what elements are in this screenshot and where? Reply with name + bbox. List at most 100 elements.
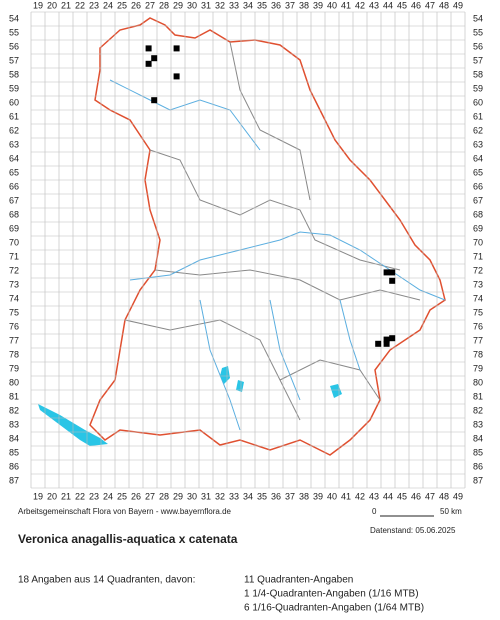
- scale-end: 50 km: [440, 507, 462, 516]
- row-label: 80: [473, 377, 483, 387]
- map-body: [38, 17, 446, 456]
- column-label: 34: [243, 0, 253, 10]
- breakdown: 11 Quadranten-Angaben: [244, 575, 353, 586]
- row-label: 78: [473, 349, 483, 359]
- column-label: 34: [243, 491, 253, 501]
- title: Veronica anagallis-aquatica x catenata: [18, 532, 238, 546]
- occurrences: [145, 45, 396, 347]
- row-label: 83: [9, 419, 19, 429]
- row-label: 59: [473, 83, 483, 93]
- column-label: 45: [397, 491, 407, 501]
- row-label: 55: [9, 27, 19, 37]
- row-label: 63: [473, 139, 483, 149]
- occurrence: [389, 269, 396, 276]
- scale-start: 0: [372, 507, 377, 516]
- column-label: 19: [33, 0, 43, 10]
- row-label: 77: [9, 335, 19, 345]
- column-label: 22: [75, 491, 85, 501]
- row-label: 72: [9, 265, 19, 275]
- column-label: 25: [117, 491, 127, 501]
- column-label: 47: [425, 0, 435, 10]
- column-label: 33: [229, 0, 239, 10]
- row-label: 86: [473, 461, 483, 471]
- column-label: 27: [145, 0, 155, 10]
- column-label: 41: [341, 0, 351, 10]
- row-label: 61: [473, 111, 483, 121]
- column-label: 45: [397, 0, 407, 10]
- column-label: 29: [173, 491, 183, 501]
- column-label: 43: [369, 0, 379, 10]
- column-label: 23: [89, 0, 99, 10]
- row-label: 78: [9, 349, 19, 359]
- border: [149, 149, 401, 271]
- row-label: 84: [473, 433, 483, 443]
- border: [279, 359, 381, 401]
- row-label: 55: [473, 27, 483, 37]
- column-label: 38: [299, 0, 309, 10]
- row-label: 75: [9, 307, 19, 317]
- row-label: 54: [9, 13, 19, 23]
- river: [129, 231, 446, 301]
- occurrence: [173, 73, 180, 80]
- district-borders: [124, 41, 421, 421]
- river: [339, 299, 361, 371]
- row-label: 57: [473, 55, 483, 65]
- column-label: 40: [327, 0, 337, 10]
- grid: [30, 11, 466, 489]
- row-label: 76: [473, 321, 483, 331]
- column-label: 38: [299, 491, 309, 501]
- row-label: 87: [473, 475, 483, 485]
- column-label: 47: [425, 491, 435, 501]
- row-label: 85: [9, 447, 19, 457]
- occurrence: [151, 97, 158, 104]
- row-label: 58: [473, 69, 483, 79]
- date: Datenstand: 05.06.2025: [370, 526, 456, 535]
- column-label: 24: [103, 491, 113, 501]
- river: [269, 299, 301, 401]
- credit: Arbeitsgemeinschaft Flora von Bayern - w…: [18, 507, 232, 516]
- lake: [236, 380, 244, 392]
- row-label: 82: [9, 405, 19, 415]
- row-label: 65: [473, 167, 483, 177]
- river: [199, 299, 241, 431]
- row-label: 60: [473, 97, 483, 107]
- column-label: 36: [271, 491, 281, 501]
- occurrence: [145, 45, 152, 52]
- row-label: 65: [9, 167, 19, 177]
- row-label: 79: [473, 363, 483, 373]
- row-label: 74: [473, 293, 483, 303]
- row-label: 87: [9, 475, 19, 485]
- column-label: 44: [383, 0, 393, 10]
- row-label: 56: [9, 41, 19, 51]
- column-label: 36: [271, 0, 281, 10]
- column-label: 26: [131, 491, 141, 501]
- row-label: 71: [473, 251, 483, 261]
- row-label: 73: [9, 279, 19, 289]
- column-label: 20: [47, 491, 57, 501]
- column-label: 39: [313, 0, 323, 10]
- row-label: 76: [9, 321, 19, 331]
- column-label: 21: [61, 0, 71, 10]
- column-label: 31: [201, 0, 211, 10]
- column-label: 42: [355, 491, 365, 501]
- grid-labels: 19 19 20 20 21 21 22 22 23 23 24 24 25 25 26 26 27 27 28 28…: [9, 0, 483, 501]
- column-label: 32: [215, 491, 225, 501]
- column-label: 49: [453, 0, 463, 10]
- column-label: 37: [285, 491, 295, 501]
- lake: [220, 366, 230, 384]
- occurrence: [383, 336, 390, 343]
- column-label: 35: [257, 0, 267, 10]
- occurrence: [375, 340, 382, 347]
- column-label: 22: [75, 0, 85, 10]
- row-label: 72: [473, 265, 483, 275]
- column-label: 42: [355, 0, 365, 10]
- row-label: 73: [473, 279, 483, 289]
- occurrence: [173, 45, 180, 52]
- occurrence: [145, 60, 152, 67]
- column-label: 20: [47, 0, 57, 10]
- row-label: 70: [473, 237, 483, 247]
- column-label: 28: [159, 491, 169, 501]
- row-label: 54: [473, 13, 483, 23]
- column-label: 48: [439, 491, 449, 501]
